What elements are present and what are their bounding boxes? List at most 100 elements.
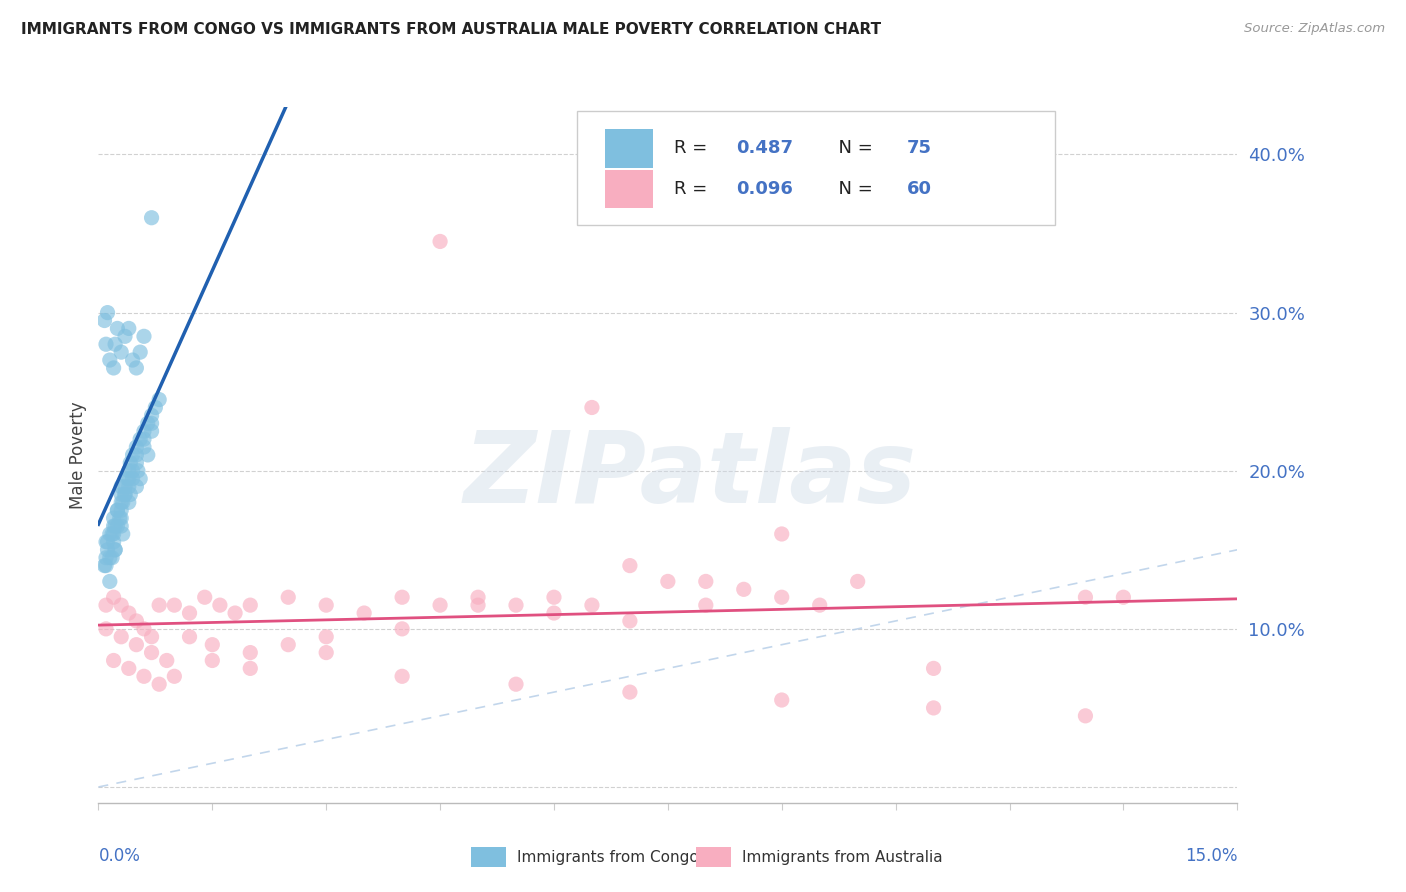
Text: Source: ZipAtlas.com: Source: ZipAtlas.com bbox=[1244, 22, 1385, 36]
Point bbox=[103, 511, 125, 525]
Point bbox=[118, 661, 141, 675]
Point bbox=[96, 542, 118, 557]
Bar bbox=[605, 129, 652, 168]
Point bbox=[110, 511, 132, 525]
Point bbox=[141, 417, 163, 431]
Point bbox=[148, 392, 170, 407]
Point bbox=[277, 638, 299, 652]
Point bbox=[125, 638, 148, 652]
Point bbox=[846, 574, 869, 589]
Bar bbox=[605, 169, 652, 208]
Point bbox=[110, 479, 132, 493]
Text: 75: 75 bbox=[907, 139, 932, 157]
Point bbox=[121, 353, 143, 368]
Point bbox=[114, 487, 136, 501]
Text: Immigrants from Australia: Immigrants from Australia bbox=[742, 850, 943, 864]
Text: 0.096: 0.096 bbox=[737, 180, 793, 198]
Point bbox=[103, 519, 125, 533]
Point bbox=[770, 591, 793, 605]
Point bbox=[114, 329, 136, 343]
Point bbox=[208, 598, 231, 612]
Point bbox=[121, 464, 143, 478]
Point bbox=[114, 479, 136, 493]
Point bbox=[141, 424, 163, 438]
Point bbox=[201, 653, 224, 667]
Point bbox=[733, 582, 755, 597]
Point bbox=[103, 527, 125, 541]
Point bbox=[93, 313, 115, 327]
Point bbox=[111, 495, 134, 509]
Point bbox=[108, 511, 131, 525]
Point bbox=[505, 677, 527, 691]
Point bbox=[695, 574, 717, 589]
Point bbox=[194, 591, 217, 605]
Point bbox=[429, 235, 451, 249]
Point bbox=[136, 417, 159, 431]
Point bbox=[94, 622, 117, 636]
Point bbox=[110, 598, 132, 612]
Point bbox=[467, 591, 489, 605]
Point bbox=[125, 456, 148, 470]
Point bbox=[1074, 591, 1097, 605]
Point bbox=[111, 527, 134, 541]
Point bbox=[132, 329, 155, 343]
Point bbox=[141, 646, 163, 660]
Point bbox=[107, 503, 129, 517]
Point bbox=[129, 432, 152, 446]
Point bbox=[110, 487, 132, 501]
Point bbox=[98, 550, 121, 565]
Point bbox=[117, 472, 139, 486]
Point bbox=[104, 519, 127, 533]
Text: 0.0%: 0.0% bbox=[98, 847, 141, 865]
Point bbox=[808, 598, 831, 612]
Point bbox=[1074, 708, 1097, 723]
Point bbox=[125, 440, 148, 454]
Point bbox=[125, 360, 148, 375]
Point bbox=[107, 519, 129, 533]
Point bbox=[118, 464, 141, 478]
Point bbox=[103, 591, 125, 605]
Point bbox=[107, 321, 129, 335]
Point bbox=[110, 630, 132, 644]
Point bbox=[129, 345, 152, 359]
Y-axis label: Male Poverty: Male Poverty bbox=[69, 401, 87, 508]
Point bbox=[94, 558, 117, 573]
Point bbox=[239, 646, 262, 660]
Point bbox=[315, 646, 337, 660]
Point bbox=[141, 630, 163, 644]
Point bbox=[163, 598, 186, 612]
Point bbox=[136, 448, 159, 462]
Text: N =: N = bbox=[827, 180, 879, 198]
Point bbox=[467, 598, 489, 612]
Point bbox=[94, 550, 117, 565]
Point bbox=[156, 653, 179, 667]
Point bbox=[125, 614, 148, 628]
Point bbox=[103, 534, 125, 549]
Point bbox=[1112, 591, 1135, 605]
Point bbox=[429, 598, 451, 612]
Point bbox=[132, 440, 155, 454]
Point bbox=[770, 527, 793, 541]
Point bbox=[98, 353, 121, 368]
Point bbox=[391, 669, 413, 683]
Point bbox=[118, 479, 141, 493]
Point bbox=[315, 630, 337, 644]
Point bbox=[96, 534, 118, 549]
Point bbox=[391, 591, 413, 605]
Text: Immigrants from Congo: Immigrants from Congo bbox=[517, 850, 699, 864]
Point bbox=[110, 345, 132, 359]
Point bbox=[101, 527, 124, 541]
Point bbox=[391, 622, 413, 636]
Point bbox=[104, 542, 127, 557]
Point bbox=[148, 598, 170, 612]
Point bbox=[121, 448, 143, 462]
Point bbox=[107, 503, 129, 517]
Point bbox=[619, 614, 641, 628]
Point bbox=[141, 409, 163, 423]
Point bbox=[239, 598, 262, 612]
Point bbox=[353, 606, 375, 620]
Point bbox=[103, 653, 125, 667]
Point bbox=[118, 321, 141, 335]
Point bbox=[179, 630, 201, 644]
Text: 60: 60 bbox=[907, 180, 932, 198]
